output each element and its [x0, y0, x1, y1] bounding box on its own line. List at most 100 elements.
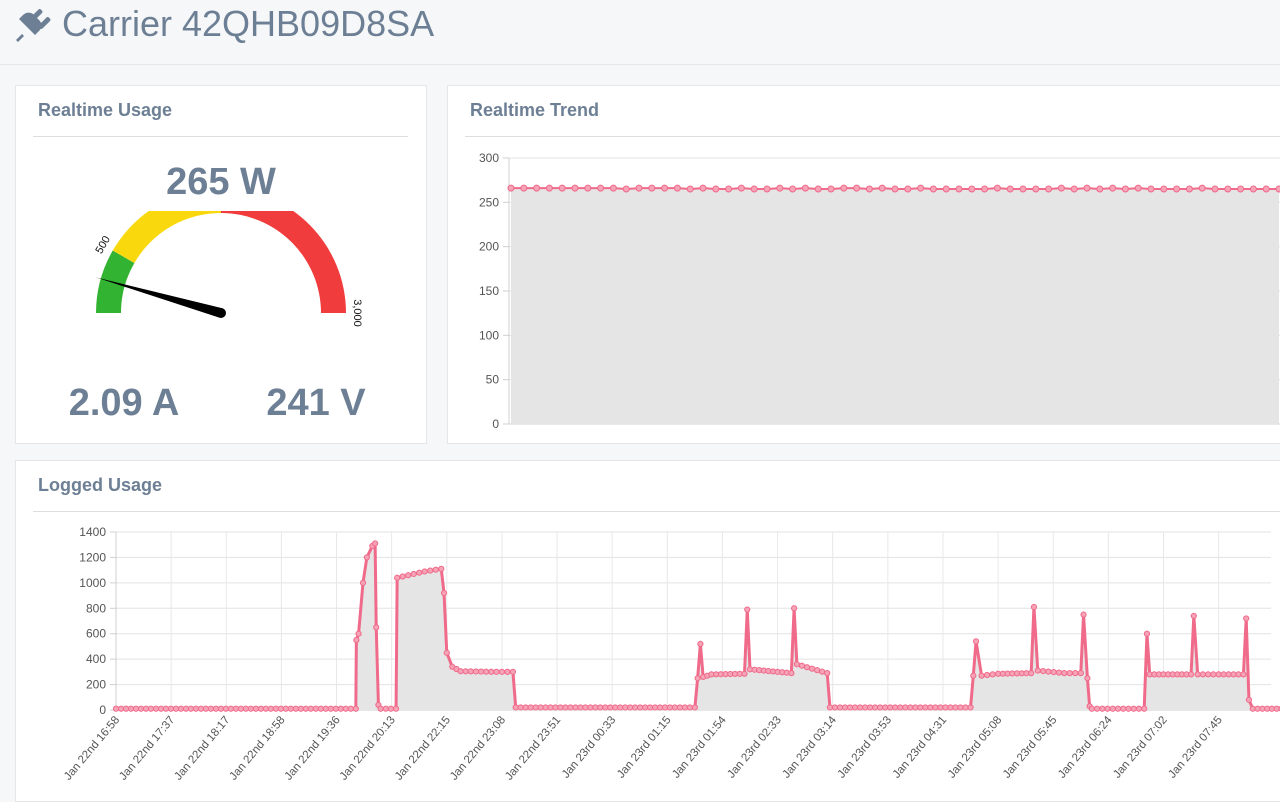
logged-usage-panel: Logged Usage 0 200 400 600 800 1000 1200 1400 Ja…	[15, 460, 1280, 802]
logged-point	[427, 567, 434, 574]
logged-point	[227, 705, 235, 712]
trend-point	[622, 185, 630, 193]
trend-point	[1045, 185, 1053, 193]
logged-usage-title: Logged Usage	[38, 475, 163, 495]
logged-point	[1104, 705, 1111, 712]
logged-point	[637, 704, 644, 711]
panel-divider	[33, 136, 408, 137]
gauge-needle	[95, 277, 223, 318]
trend-point	[1032, 185, 1040, 193]
trend-point	[827, 185, 835, 193]
logged-point	[697, 640, 704, 647]
trend-area	[511, 188, 1279, 424]
logged-point	[483, 668, 490, 675]
y-tick-label: 100	[479, 328, 499, 342]
logged-point	[646, 704, 654, 711]
realtime-trend-chart: 0 50 100 150 200 250 300	[479, 151, 1280, 431]
logged-point	[359, 579, 367, 586]
trend-point	[507, 184, 515, 192]
logged-point	[989, 671, 996, 678]
plug-icon	[16, 9, 51, 42]
logged-point	[242, 705, 250, 712]
trend-point	[993, 184, 1001, 192]
logged-point	[1077, 670, 1084, 677]
logged-point	[438, 565, 445, 572]
trend-point	[699, 184, 707, 192]
trend-point	[789, 185, 797, 193]
logged-line	[116, 541, 1280, 711]
logged-point	[172, 705, 180, 712]
logged-point	[512, 704, 519, 711]
y-tick-label: 1200	[79, 550, 106, 564]
trend-point	[635, 184, 643, 192]
logged-point	[207, 705, 215, 712]
logged-point	[202, 705, 210, 712]
x-tick-label: Jan 23rd 00:33	[560, 714, 619, 780]
logged-point	[410, 570, 417, 578]
logged-point	[597, 704, 604, 711]
logged-point	[877, 704, 884, 711]
x-tick-label: Jan 23rd 05:08	[946, 714, 1005, 780]
logged-point	[467, 668, 474, 675]
logged-point	[373, 624, 380, 631]
trend-point	[1262, 185, 1270, 193]
trend-point	[763, 185, 771, 193]
logged-point	[651, 704, 659, 711]
logged-point	[932, 704, 939, 711]
logged-point	[363, 554, 370, 561]
logged-point	[1080, 611, 1087, 618]
logged-point	[197, 705, 205, 712]
logged-point	[983, 671, 991, 679]
logged-point	[352, 705, 359, 712]
logged-point	[1066, 670, 1073, 677]
logged-point	[656, 704, 664, 711]
logged-point	[947, 704, 954, 711]
logged-point	[1199, 671, 1207, 678]
logged-point	[1034, 667, 1041, 674]
trend-point	[1147, 185, 1155, 193]
trend-point	[1070, 185, 1078, 193]
logged-point	[819, 668, 826, 675]
logged-point	[798, 662, 806, 669]
logged-point	[826, 704, 834, 711]
logged-point	[666, 704, 674, 711]
logged-point	[147, 705, 155, 712]
trend-point	[545, 184, 553, 192]
trend-point	[1109, 184, 1117, 192]
realtime-trend-panel: Realtime Trend 0 50 100 150 200 250 300	[447, 85, 1280, 444]
trend-point	[1237, 185, 1245, 193]
logged-point	[488, 668, 495, 675]
panel-divider	[33, 511, 1280, 512]
logged-point	[527, 704, 534, 711]
logged-point	[327, 705, 334, 712]
logged-point	[137, 705, 145, 712]
trend-point	[1249, 185, 1257, 193]
logged-point	[1114, 705, 1122, 712]
logged-point	[577, 704, 584, 711]
trend-point	[520, 184, 528, 192]
logged-point	[1050, 669, 1057, 676]
trend-point	[673, 184, 681, 192]
logged-point	[1028, 670, 1035, 677]
trend-point	[737, 184, 745, 192]
logged-point	[322, 705, 329, 712]
logged-point	[1215, 671, 1222, 678]
logged-point	[112, 705, 120, 712]
logged-point	[607, 704, 614, 711]
logged-point	[416, 569, 423, 576]
logged-point	[372, 540, 379, 547]
logged-point	[912, 704, 919, 711]
trend-point	[571, 184, 579, 192]
logged-point	[405, 572, 412, 579]
logged-point	[686, 704, 694, 711]
trend-point	[648, 184, 656, 192]
trend-point	[686, 185, 694, 193]
logged-point	[1245, 696, 1253, 703]
logged-point	[642, 704, 649, 711]
x-tick-label: Jan 23rd 02:33	[725, 714, 784, 780]
logged-point	[917, 704, 924, 711]
gauge-band-2	[221, 211, 346, 313]
logged-point	[617, 704, 624, 711]
logged-point	[572, 704, 579, 711]
